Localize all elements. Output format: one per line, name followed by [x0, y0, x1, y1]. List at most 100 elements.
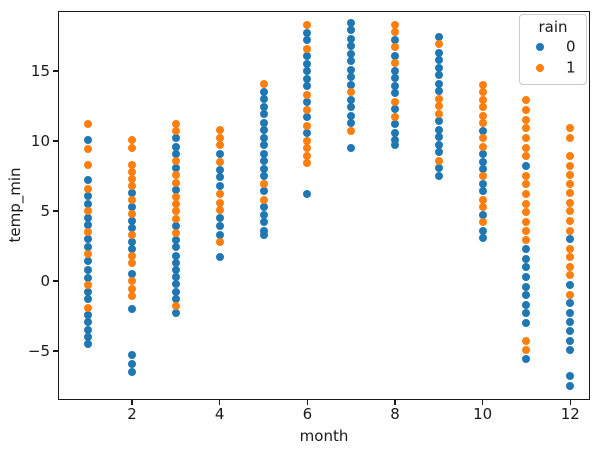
- data-point: [347, 96, 356, 105]
- data-point: [390, 43, 399, 52]
- data-point: [522, 254, 531, 263]
- data-point: [303, 152, 312, 161]
- data-point: [128, 237, 137, 246]
- data-point: [522, 124, 531, 133]
- data-point: [478, 118, 487, 127]
- data-point: [171, 163, 180, 172]
- x-tick-label: 4: [214, 405, 225, 423]
- data-point: [522, 134, 531, 143]
- data-point: [171, 120, 180, 129]
- data-point: [259, 88, 268, 97]
- data-point: [522, 291, 531, 300]
- data-point: [171, 222, 180, 231]
- data-point: [478, 226, 487, 235]
- data-point: [303, 137, 312, 146]
- x-tick-mark: [481, 400, 484, 405]
- data-point: [128, 135, 137, 144]
- data-point: [215, 158, 224, 167]
- data-point: [215, 181, 224, 190]
- data-point: [566, 327, 575, 336]
- legend-title: rain: [538, 18, 568, 36]
- data-point: [566, 188, 575, 197]
- data-point: [478, 187, 487, 196]
- data-point: [303, 82, 312, 91]
- data-point: [478, 149, 487, 158]
- data-point: [478, 103, 487, 112]
- data-point: [128, 359, 137, 368]
- data-point: [566, 309, 575, 318]
- data-point: [434, 132, 443, 141]
- data-point: [303, 44, 312, 53]
- data-point: [171, 279, 180, 288]
- data-point: [566, 291, 575, 300]
- data-point: [128, 277, 137, 286]
- data-point: [522, 226, 531, 235]
- data-point: [390, 89, 399, 98]
- data-point: [259, 118, 268, 127]
- data-point: [390, 113, 399, 122]
- data-point: [84, 265, 93, 274]
- data-point: [566, 271, 575, 280]
- data-point: [522, 106, 531, 115]
- data-point: [478, 111, 487, 120]
- data-point: [566, 263, 575, 272]
- data-point: [390, 67, 399, 76]
- data-point: [566, 253, 575, 262]
- data-point: [303, 144, 312, 153]
- data-point: [259, 141, 268, 150]
- data-point: [478, 172, 487, 181]
- data-point: [171, 179, 180, 188]
- data-point: [522, 263, 531, 272]
- data-point: [478, 142, 487, 151]
- data-point: [434, 172, 443, 181]
- data-point: [390, 74, 399, 83]
- data-point: [171, 170, 180, 179]
- data-point: [128, 174, 137, 183]
- data-point: [522, 345, 531, 354]
- data-point: [128, 251, 137, 260]
- data-point: [434, 95, 443, 104]
- data-point: [303, 121, 312, 130]
- data-point: [215, 237, 224, 246]
- data-point: [128, 351, 137, 360]
- x-tick-mark: [306, 400, 308, 405]
- x-tick-label: 8: [390, 405, 400, 423]
- data-point: [347, 118, 356, 127]
- data-point: [215, 166, 224, 175]
- data-point: [303, 29, 312, 38]
- data-point: [171, 149, 180, 158]
- data-point: [303, 128, 312, 137]
- data-point: [84, 243, 93, 252]
- data-point: [434, 33, 443, 42]
- data-point: [171, 142, 180, 151]
- data-point: [84, 214, 93, 223]
- data-point: [390, 120, 399, 129]
- data-point: [259, 195, 268, 204]
- data-point: [390, 82, 399, 91]
- data-point: [171, 251, 180, 260]
- data-point: [84, 120, 93, 129]
- data-point: [128, 160, 137, 169]
- data-point: [84, 145, 93, 154]
- y-tick-label: 10: [30, 132, 50, 151]
- data-point: [171, 243, 180, 252]
- y-tick-mark: [53, 210, 58, 212]
- data-point: [84, 281, 93, 290]
- data-point: [84, 191, 93, 200]
- data-point: [522, 172, 531, 181]
- data-point: [478, 202, 487, 211]
- data-point: [259, 103, 268, 112]
- data-point: [522, 236, 531, 245]
- data-point: [128, 285, 137, 294]
- legend-marker-dot: [536, 43, 544, 52]
- data-point: [171, 258, 180, 267]
- data-point: [215, 222, 224, 231]
- data-point: [259, 149, 268, 158]
- data-point: [390, 141, 399, 150]
- x-tick-label: 2: [127, 405, 137, 423]
- data-point: [522, 208, 531, 217]
- data-point: [215, 149, 224, 158]
- data-point: [522, 355, 531, 364]
